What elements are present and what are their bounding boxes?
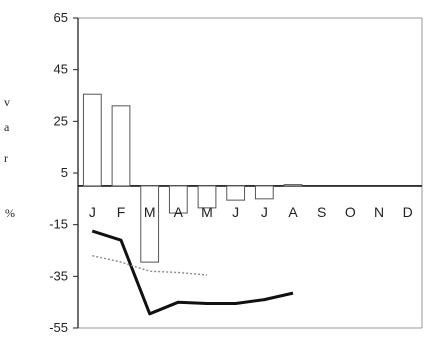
x-tick-label: D xyxy=(403,204,413,220)
bar xyxy=(82,93,102,187)
x-tick-label: A xyxy=(174,204,184,220)
x-tick-label: A xyxy=(288,204,298,220)
x-tick-label: O xyxy=(345,204,356,220)
x-tick-label: S xyxy=(317,204,326,220)
y-tick-label: 45 xyxy=(54,62,68,77)
x-tick-label: M xyxy=(201,204,213,220)
x-tick-label: N xyxy=(374,204,384,220)
x-tick-label: M xyxy=(144,204,156,220)
bar xyxy=(226,185,246,201)
y-tick-label: 65 xyxy=(54,10,68,25)
y-axis-label-letter: v xyxy=(4,95,10,109)
x-tick-label: F xyxy=(117,204,126,220)
y-axis-label-letter: a xyxy=(4,120,10,134)
bar xyxy=(111,105,131,187)
bar xyxy=(283,184,303,187)
y-tick-label: -15 xyxy=(49,217,68,232)
x-tick-label: J xyxy=(261,204,268,220)
y-axis-label-letter: r xyxy=(4,151,8,165)
y-tick-label: 25 xyxy=(54,113,68,128)
y-tick-label: -55 xyxy=(49,320,68,335)
x-tick-label: J xyxy=(89,204,96,220)
series-line-dotted xyxy=(92,255,208,276)
y-axis-label-letter: % xyxy=(5,206,15,220)
bar xyxy=(254,185,274,200)
bar xyxy=(168,185,188,214)
x-tick-label: J xyxy=(232,204,239,220)
bar xyxy=(197,185,217,209)
series-line-solid xyxy=(91,229,294,316)
y-tick-label: -35 xyxy=(49,268,68,283)
bar xyxy=(140,185,160,263)
y-tick-label: 5 xyxy=(61,165,68,180)
